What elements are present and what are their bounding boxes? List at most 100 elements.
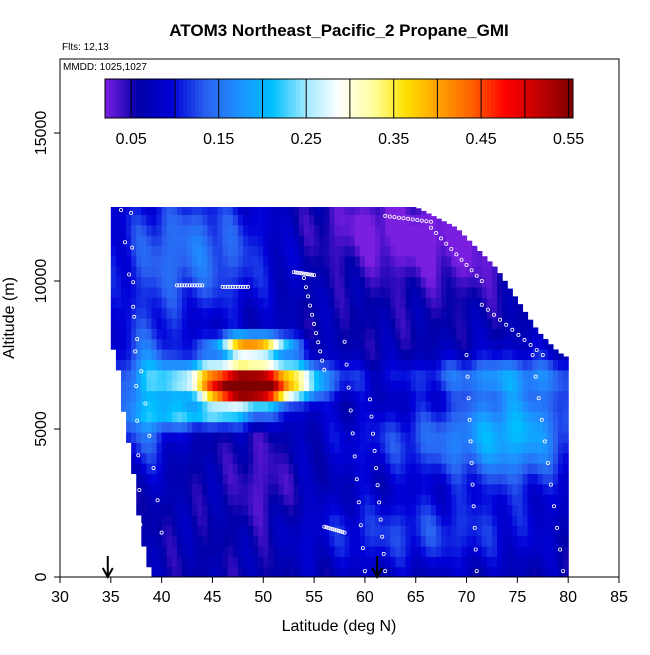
heatmap-cell bbox=[497, 504, 503, 516]
heatmap-cell bbox=[202, 452, 208, 464]
heatmap-cell bbox=[456, 556, 463, 568]
heatmap-cell bbox=[542, 483, 549, 495]
heatmap-cell bbox=[476, 566, 483, 577]
heatmap-cell bbox=[237, 349, 244, 361]
heatmap-cell bbox=[400, 318, 407, 329]
heatmap-cell bbox=[253, 380, 259, 392]
heatmap-cell bbox=[309, 421, 315, 433]
sample-point bbox=[479, 302, 484, 307]
heatmap-cell bbox=[273, 566, 280, 577]
colorbar-segment bbox=[393, 79, 398, 118]
heatmap-cell bbox=[537, 338, 544, 350]
heatmap-cell bbox=[263, 514, 269, 526]
heatmap-cell bbox=[542, 525, 549, 537]
sample-point bbox=[225, 284, 230, 289]
heatmap-cell bbox=[166, 297, 173, 309]
heatmap-cell bbox=[222, 338, 229, 350]
heatmap-cell bbox=[436, 359, 442, 371]
heatmap-cell bbox=[146, 504, 153, 516]
heatmap-cell bbox=[405, 328, 412, 340]
heatmap-cell bbox=[334, 556, 341, 568]
heatmap-cell bbox=[390, 390, 396, 402]
heatmap-cell bbox=[558, 473, 564, 485]
heatmap-cell bbox=[268, 442, 275, 454]
heatmap-cell bbox=[237, 318, 244, 329]
heatmap-cell bbox=[390, 359, 396, 371]
heatmap-cell bbox=[415, 349, 422, 361]
heatmap-cell bbox=[385, 245, 391, 257]
heatmap-cell bbox=[136, 504, 142, 516]
heatmap-cell bbox=[364, 494, 371, 506]
heatmap-cell bbox=[156, 297, 163, 309]
heatmap-cell bbox=[420, 235, 427, 247]
heatmap-cell bbox=[497, 286, 503, 298]
heatmap-cell bbox=[456, 494, 463, 506]
heatmap-cell bbox=[512, 296, 518, 298]
heatmap-cell bbox=[293, 286, 300, 298]
sample-point bbox=[174, 283, 179, 288]
heatmap-cell bbox=[314, 390, 320, 402]
sample-point bbox=[454, 252, 459, 257]
heatmap-cell bbox=[222, 473, 229, 485]
heatmap-cell bbox=[171, 224, 178, 236]
heatmap-cell bbox=[161, 224, 168, 236]
heatmap-cell bbox=[552, 411, 559, 423]
heatmap-cell bbox=[441, 359, 447, 371]
heatmap-cell bbox=[425, 286, 432, 298]
heatmap-cell bbox=[166, 224, 173, 236]
heatmap-cell bbox=[395, 307, 402, 319]
heatmap-cell bbox=[156, 483, 163, 495]
heatmap-cell bbox=[354, 545, 361, 557]
heatmap-cell bbox=[268, 338, 275, 350]
heatmap-cell bbox=[441, 535, 447, 547]
heatmap-cell bbox=[405, 545, 412, 557]
heatmap-cell bbox=[217, 504, 224, 516]
heatmap-cell bbox=[303, 494, 310, 506]
heatmap-cell bbox=[146, 411, 153, 423]
heatmap-cell bbox=[522, 566, 529, 577]
heatmap-cell bbox=[532, 545, 539, 557]
heatmap-cell bbox=[339, 359, 346, 371]
heatmap-cell bbox=[136, 235, 142, 247]
heatmap-cell bbox=[151, 286, 158, 298]
heatmap-cell bbox=[212, 276, 219, 288]
heatmap-cell bbox=[441, 525, 447, 537]
heatmap-cell bbox=[151, 483, 158, 495]
heatmap-cell bbox=[293, 483, 300, 495]
heatmap-cell bbox=[237, 411, 244, 423]
heatmap-cell bbox=[446, 276, 452, 288]
heatmap-cell bbox=[446, 421, 452, 433]
heatmap-cell bbox=[471, 545, 478, 557]
heatmap-cell bbox=[451, 255, 457, 267]
heatmap-cell bbox=[364, 525, 371, 537]
sample-point bbox=[473, 547, 478, 552]
heatmap-cell bbox=[339, 483, 346, 495]
colorbar-segment bbox=[374, 79, 379, 118]
heatmap-cell bbox=[166, 318, 173, 329]
heatmap-cell bbox=[329, 286, 336, 298]
heatmap-cell bbox=[242, 266, 249, 278]
heatmap-cell bbox=[283, 224, 290, 236]
heatmap-cell bbox=[303, 566, 310, 577]
heatmap-cell bbox=[263, 380, 269, 392]
heatmap-cell bbox=[451, 514, 457, 526]
colorbar-segment bbox=[506, 79, 512, 118]
heatmap-cell bbox=[456, 525, 463, 537]
heatmap-cell bbox=[187, 328, 193, 340]
heatmap-cell bbox=[319, 442, 325, 454]
heatmap-cell bbox=[314, 545, 320, 557]
heatmap-cell bbox=[491, 400, 498, 412]
heatmap-cell bbox=[349, 318, 356, 329]
heatmap-cell bbox=[217, 545, 224, 557]
heatmap-cell bbox=[298, 380, 305, 392]
heatmap-cell bbox=[451, 525, 457, 537]
heatmap-cell bbox=[298, 214, 305, 226]
heatmap-cell bbox=[354, 307, 361, 319]
heatmap-cell bbox=[202, 369, 208, 381]
heatmap-cell bbox=[278, 245, 285, 257]
heatmap-cell bbox=[171, 245, 178, 257]
colorbar-segment bbox=[136, 79, 141, 118]
heatmap-cell bbox=[212, 207, 219, 215]
heatmap-cell bbox=[558, 514, 564, 526]
heatmap-cell bbox=[415, 442, 422, 454]
